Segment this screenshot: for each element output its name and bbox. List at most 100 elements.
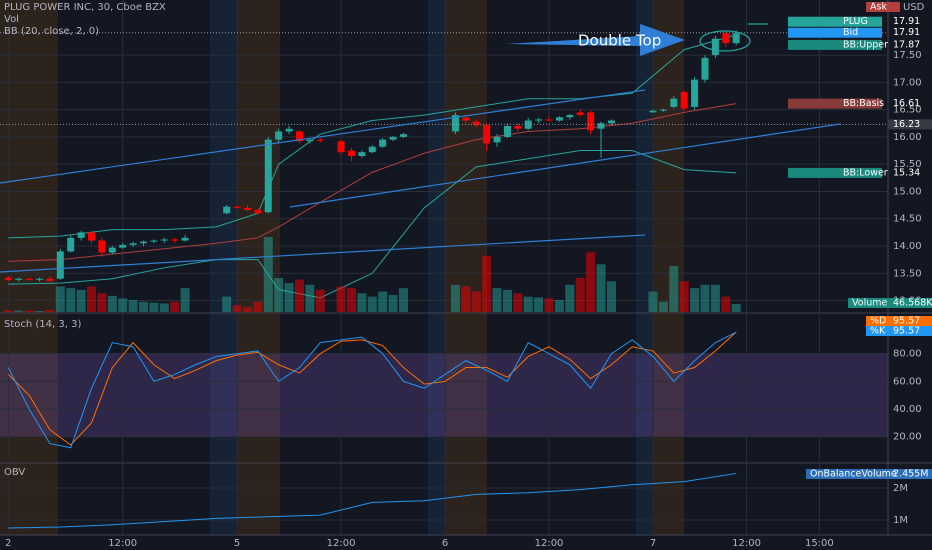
candle-body (670, 98, 678, 107)
x-tick-label: 12:00 (327, 538, 356, 549)
price-label-name: BB:Lower (843, 167, 888, 178)
candle-body (25, 278, 33, 280)
volume-bar (128, 300, 138, 312)
candle-body (233, 206, 241, 208)
line (7, 331, 737, 446)
stoch-label-value: 95.57 (893, 316, 920, 327)
band (210, 0, 237, 535)
candle-body (649, 110, 657, 113)
obv-label-box (806, 469, 932, 479)
y-tick-label: 16.50 (893, 105, 922, 116)
candle-body (514, 126, 522, 129)
volume-bar (55, 286, 65, 312)
volume-bar (305, 284, 315, 312)
stoch-label-name: %D (870, 316, 886, 327)
candle-body (337, 141, 345, 153)
price-label-box (788, 98, 882, 109)
candle-body (462, 117, 470, 121)
candle-body (98, 240, 106, 253)
volume-bar (731, 303, 741, 312)
arrow (505, 24, 685, 56)
candle-body (597, 123, 605, 129)
candle-body (223, 206, 231, 214)
x-tick-label: 7 (650, 538, 656, 549)
volume-bar (658, 301, 668, 312)
y-tick-label: 80.00 (893, 349, 922, 360)
volume-bar (471, 291, 481, 312)
volume-bar (180, 288, 190, 312)
x-tick-label: 5 (234, 538, 240, 549)
candle-body (139, 241, 147, 244)
candle-body (295, 131, 303, 142)
candle-body (347, 150, 355, 156)
candle-body (243, 207, 251, 210)
band (445, 0, 487, 535)
volume-bar (721, 296, 731, 312)
volume-bar (149, 302, 159, 312)
volume-bar (45, 309, 55, 312)
volume-bar (336, 286, 346, 312)
y-tick-label: 15.50 (893, 159, 922, 170)
candle-body (358, 152, 366, 156)
drawings (0, 23, 841, 273)
volume-bar (544, 298, 554, 312)
volume-bar (398, 288, 408, 312)
candle-body (691, 79, 699, 107)
candle-body (306, 139, 314, 142)
candle-body (368, 146, 376, 153)
volume-bar (253, 301, 263, 312)
candle-body (451, 115, 459, 132)
ask-box (866, 2, 900, 12)
candle-body (389, 136, 397, 140)
price-label-name: BB:Basis (843, 98, 884, 109)
volume-bar (263, 237, 273, 312)
volume-bar (513, 293, 523, 312)
volume-bar (346, 288, 356, 312)
x-tick-label: 2 (5, 538, 11, 549)
volume-label-value: 46.568K (893, 298, 932, 309)
y-tick-label: 14.50 (893, 214, 922, 225)
stoch-label-box (866, 316, 932, 326)
candle-body (160, 239, 168, 241)
candle-body (399, 134, 407, 137)
candle-body (535, 119, 543, 121)
candle-body (67, 237, 75, 252)
candle-body (711, 38, 719, 56)
y-tick-label: 14.00 (893, 241, 922, 252)
candle-body (680, 92, 688, 109)
stoch-legend: Stoch (14, 3, 3) (4, 319, 81, 330)
volume-label-box (848, 298, 932, 308)
price-label-value: 17.91 (893, 16, 920, 27)
line (7, 331, 737, 449)
candle-body (493, 136, 501, 143)
volume-bar (575, 277, 585, 312)
volume-bar (107, 295, 117, 312)
x-tick-label: 12:00 (535, 538, 564, 549)
volume-bar (502, 289, 512, 312)
candle-body (503, 126, 511, 137)
y-tick-label: 40.00 (893, 404, 922, 415)
bb-legend: BB (20, close, 2, 0) (4, 26, 99, 37)
candle-body (472, 121, 480, 125)
volume-bar (138, 301, 148, 312)
volume-bar (242, 306, 252, 312)
stoch-band (0, 353, 888, 437)
volume-bar (378, 291, 388, 312)
candle-body (566, 115, 574, 118)
x-tick-label: 12:00 (108, 538, 137, 549)
price-label-box (888, 119, 932, 130)
volume-bar (388, 294, 398, 312)
x-tick-label: 15:00 (805, 538, 834, 549)
symbol: PLUG POWER INC, 30, Cboe BZX (4, 2, 166, 13)
y-tick-label: 17.00 (893, 77, 922, 88)
stoch-label-name: %K (870, 326, 886, 337)
volume-bar (24, 310, 34, 312)
price-label-value: 17.91 (893, 27, 920, 38)
volume-bar (523, 296, 533, 312)
volume-bar (35, 310, 45, 312)
volume-bar (97, 293, 107, 312)
candle-body (181, 237, 189, 241)
candle-body (88, 232, 96, 241)
candle-body (46, 278, 54, 281)
